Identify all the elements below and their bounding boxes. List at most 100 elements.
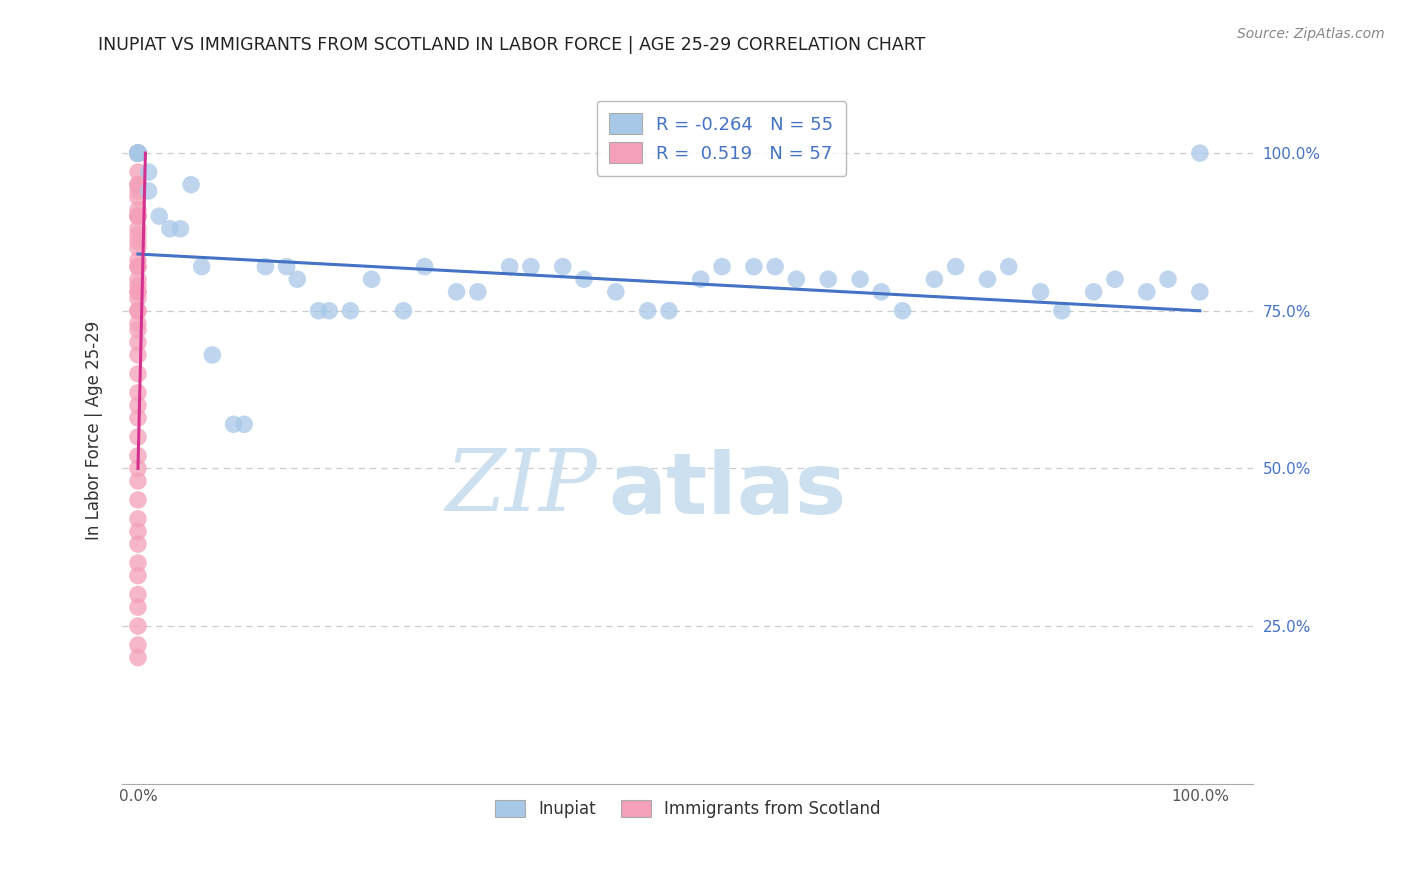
Point bbox=[127, 348, 149, 362]
Point bbox=[605, 285, 627, 299]
Point bbox=[127, 235, 149, 249]
Point bbox=[127, 411, 149, 425]
Point bbox=[127, 619, 149, 633]
Point bbox=[127, 228, 149, 243]
Point bbox=[637, 303, 659, 318]
Point bbox=[254, 260, 277, 274]
Point bbox=[127, 146, 149, 161]
Point bbox=[891, 303, 914, 318]
Point bbox=[446, 285, 468, 299]
Point bbox=[711, 260, 734, 274]
Point bbox=[127, 367, 149, 381]
Point bbox=[870, 285, 893, 299]
Text: atlas: atlas bbox=[609, 450, 846, 533]
Point bbox=[127, 209, 149, 223]
Point bbox=[180, 178, 202, 192]
Point bbox=[551, 260, 574, 274]
Point bbox=[138, 165, 160, 179]
Point bbox=[413, 260, 436, 274]
Point bbox=[127, 190, 149, 204]
Point bbox=[498, 260, 520, 274]
Point bbox=[997, 260, 1019, 274]
Point bbox=[127, 146, 149, 161]
Point bbox=[127, 178, 149, 192]
Point bbox=[127, 165, 149, 179]
Point bbox=[392, 303, 415, 318]
Point bbox=[148, 209, 170, 223]
Point bbox=[127, 291, 149, 305]
Point bbox=[742, 260, 765, 274]
Point bbox=[127, 146, 149, 161]
Point bbox=[285, 272, 308, 286]
Point bbox=[127, 146, 149, 161]
Point bbox=[339, 303, 361, 318]
Point bbox=[127, 241, 149, 255]
Point bbox=[127, 146, 149, 161]
Point bbox=[127, 146, 149, 161]
Point bbox=[127, 285, 149, 299]
Point bbox=[520, 260, 543, 274]
Point bbox=[127, 209, 149, 223]
Text: Source: ZipAtlas.com: Source: ZipAtlas.com bbox=[1237, 27, 1385, 41]
Point bbox=[1104, 272, 1126, 286]
Point bbox=[190, 260, 212, 274]
Point bbox=[127, 146, 149, 161]
Point bbox=[127, 638, 149, 652]
Point bbox=[127, 317, 149, 331]
Point bbox=[924, 272, 946, 286]
Point bbox=[127, 260, 149, 274]
Point bbox=[785, 272, 807, 286]
Point bbox=[127, 385, 149, 400]
Point bbox=[976, 272, 998, 286]
Point bbox=[1188, 146, 1211, 161]
Point bbox=[658, 303, 681, 318]
Point bbox=[127, 146, 149, 161]
Point bbox=[127, 303, 149, 318]
Point bbox=[1050, 303, 1073, 318]
Point bbox=[127, 272, 149, 286]
Point bbox=[689, 272, 711, 286]
Point bbox=[1157, 272, 1180, 286]
Point bbox=[849, 272, 872, 286]
Point bbox=[169, 221, 191, 235]
Point bbox=[127, 146, 149, 161]
Point bbox=[1083, 285, 1105, 299]
Point bbox=[318, 303, 340, 318]
Point bbox=[127, 303, 149, 318]
Point bbox=[127, 184, 149, 198]
Point bbox=[127, 146, 149, 161]
Point bbox=[1188, 285, 1211, 299]
Point bbox=[572, 272, 595, 286]
Point bbox=[763, 260, 786, 274]
Point bbox=[360, 272, 382, 286]
Point bbox=[127, 461, 149, 475]
Point bbox=[467, 285, 489, 299]
Point bbox=[127, 398, 149, 412]
Point bbox=[276, 260, 298, 274]
Point bbox=[127, 146, 149, 161]
Point bbox=[127, 260, 149, 274]
Point bbox=[127, 146, 149, 161]
Point bbox=[127, 568, 149, 582]
Point bbox=[127, 323, 149, 337]
Point bbox=[127, 600, 149, 615]
Point bbox=[127, 146, 149, 161]
Point bbox=[817, 272, 839, 286]
Point bbox=[127, 146, 149, 161]
Point bbox=[1136, 285, 1159, 299]
Point bbox=[127, 537, 149, 551]
Point bbox=[127, 202, 149, 217]
Point bbox=[127, 449, 149, 463]
Point bbox=[127, 492, 149, 507]
Point bbox=[159, 221, 181, 235]
Point bbox=[127, 285, 149, 299]
Legend: Inupiat, Immigrants from Scotland: Inupiat, Immigrants from Scotland bbox=[488, 793, 887, 825]
Point bbox=[127, 524, 149, 539]
Point bbox=[127, 221, 149, 235]
Text: INUPIAT VS IMMIGRANTS FROM SCOTLAND IN LABOR FORCE | AGE 25-29 CORRELATION CHART: INUPIAT VS IMMIGRANTS FROM SCOTLAND IN L… bbox=[98, 36, 925, 54]
Text: ZIP: ZIP bbox=[446, 446, 598, 528]
Y-axis label: In Labor Force | Age 25-29: In Labor Force | Age 25-29 bbox=[86, 321, 103, 541]
Point bbox=[127, 178, 149, 192]
Point bbox=[127, 253, 149, 268]
Point bbox=[127, 556, 149, 570]
